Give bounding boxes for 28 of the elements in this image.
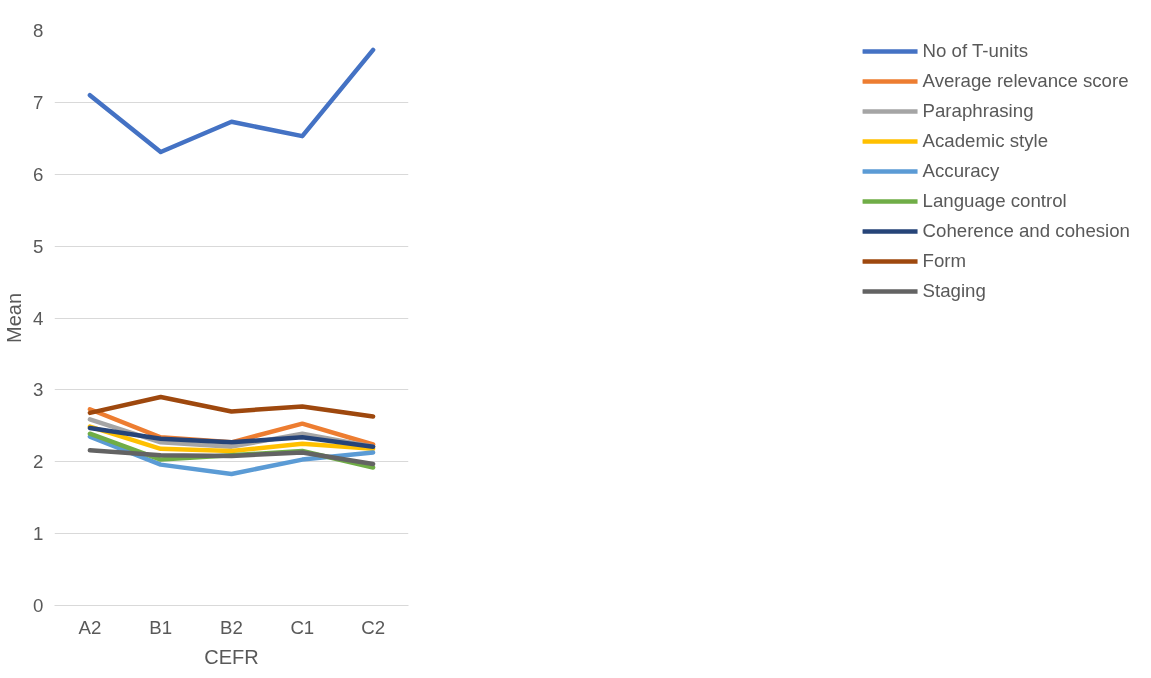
legend-label: Paraphrasing [922, 100, 1034, 122]
y-tick-label: 5 [33, 235, 44, 257]
y-tick-label: 7 [33, 91, 44, 113]
x-tick-label: C1 [290, 616, 315, 638]
y-tick-label: 4 [33, 307, 44, 329]
legend-label: Average relevance score [922, 70, 1129, 92]
x-tick-label: C2 [361, 616, 386, 638]
x-tick-label: B1 [149, 616, 173, 638]
line-series [87, 394, 376, 419]
line-series [87, 448, 376, 467]
y-tick-label: 8 [33, 20, 44, 41]
x-tick-label: A2 [78, 616, 102, 638]
x-axis-title: CEFR [204, 645, 259, 668]
legend-label: Language control [922, 190, 1067, 212]
legend-label: Academic style [922, 130, 1049, 152]
legend-label: Staging [922, 280, 986, 302]
y-tick-label: 2 [33, 451, 44, 473]
y-tick-label: 0 [33, 595, 44, 616]
y-tick-label: 1 [33, 523, 44, 545]
x-tick-label: B2 [220, 616, 243, 638]
legend-label: Coherence and cohesion [922, 220, 1130, 242]
line-series [87, 47, 376, 155]
legend-label: No of T-units [922, 40, 1028, 62]
y-tick-label: 6 [33, 163, 44, 185]
legend-label: Accuracy [922, 160, 1000, 182]
y-axis-title: Mean [3, 292, 26, 344]
y-tick-label: 3 [33, 379, 44, 401]
legend-label: Form [922, 250, 967, 272]
